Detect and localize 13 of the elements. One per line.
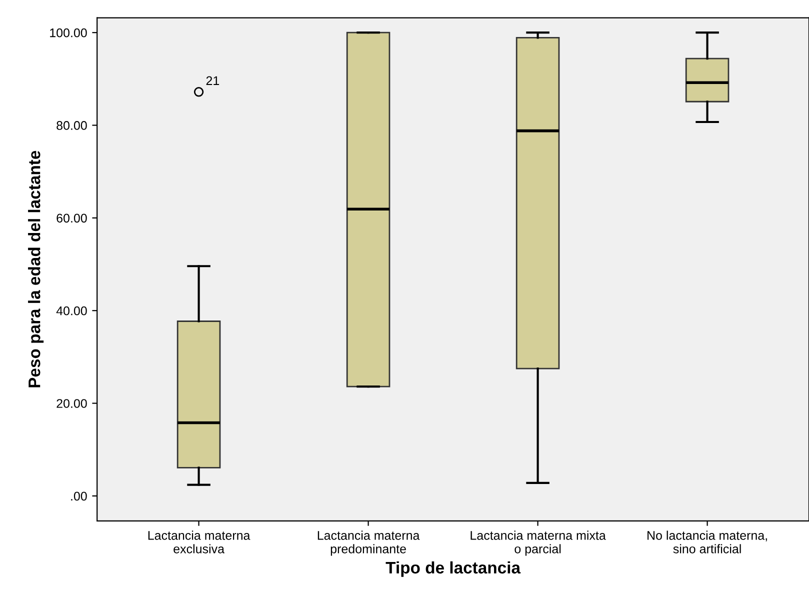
y-tick-label: 80.00 [56,121,87,130]
x-tick-label: Lactancia materna mixta o parcial [470,530,606,556]
y-axis-title: Peso para la edad del lactante [28,150,44,388]
x-axis-title: Tipo de lactancia [386,561,521,577]
y-tick-label: 60.00 [56,214,87,223]
y-tick-label: 100.00 [50,28,87,38]
y-tick-label: 40.00 [56,306,87,316]
y-tick-label: .00 [71,492,87,501]
y-tick-label: 20.00 [56,399,87,408]
x-tick-label: Lactancia materna predominante [318,530,420,556]
x-tick-label: Lactancia materna exclusiva [148,530,250,554]
annotation: 21 [206,76,220,85]
x-tick-label: No lactancia materna, sino artificial [648,530,767,554]
